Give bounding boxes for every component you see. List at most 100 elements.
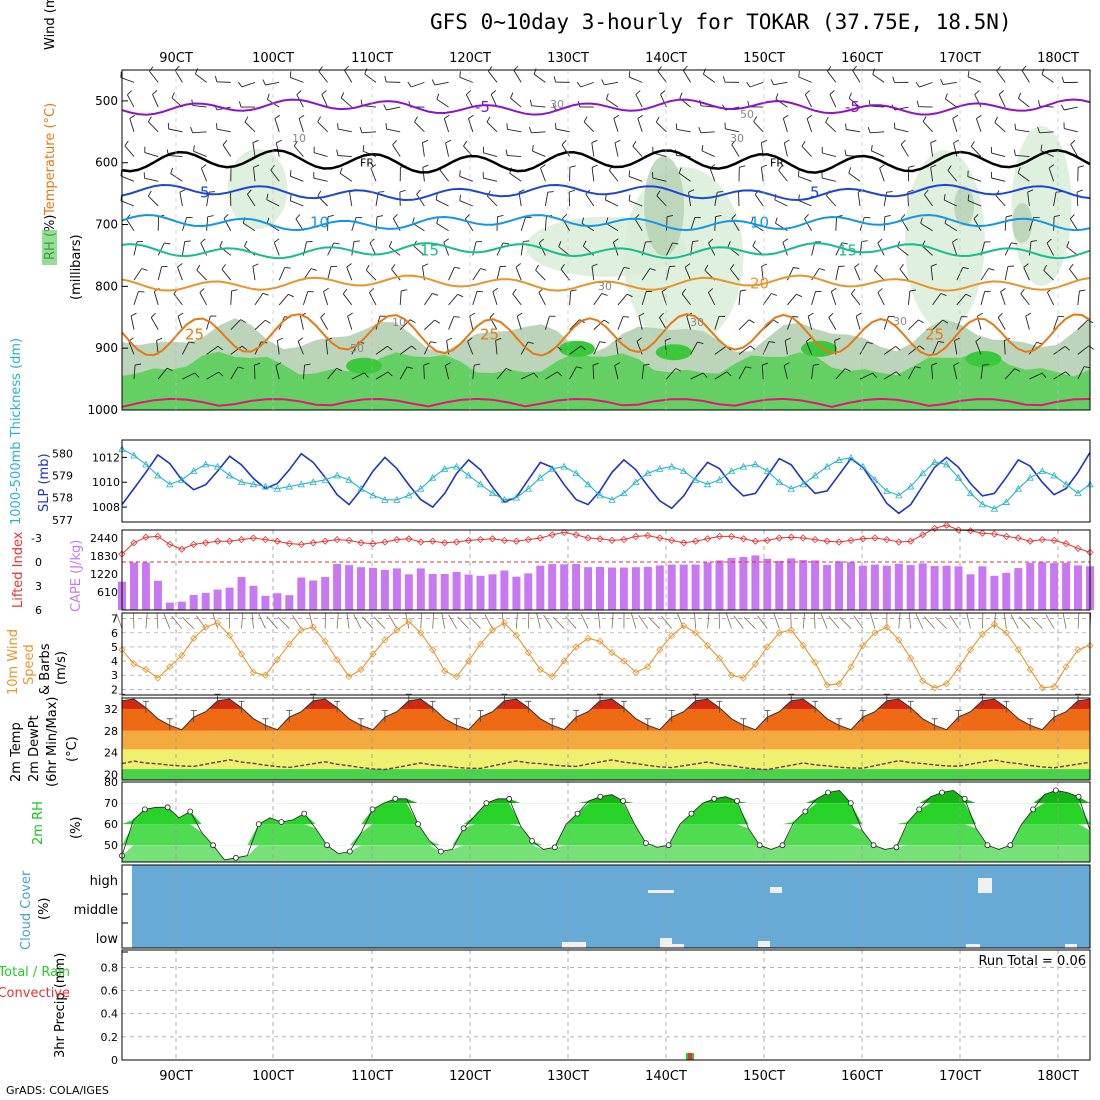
wind-barb-flag <box>1064 346 1070 351</box>
wind-barb-flag <box>739 165 746 168</box>
wind-barb <box>894 128 909 133</box>
wind-barb <box>120 175 135 182</box>
thickness-point <box>727 467 736 474</box>
wind-barb <box>829 94 837 108</box>
wind-barb <box>583 121 595 133</box>
cape-bar <box>452 571 461 610</box>
wind-barb-flag <box>217 345 223 351</box>
wind-barb <box>221 269 232 281</box>
wind-barb <box>230 319 241 330</box>
wind-barb-flag <box>364 68 368 75</box>
wind-barb-flag <box>679 92 683 99</box>
wind-barb-flag <box>392 213 398 219</box>
wind-barb <box>665 216 668 231</box>
wind-barb-flag <box>333 242 340 245</box>
wind-barb-flag <box>569 165 576 168</box>
rh-contour-label: 30 <box>598 280 612 293</box>
wind-barb <box>1069 268 1079 281</box>
wind-barb <box>222 144 232 157</box>
wind-barb <box>496 368 507 380</box>
isotherm-label: 15 <box>420 242 439 260</box>
wind-barb <box>738 191 740 207</box>
precip-legend-rain: Total / Rain <box>0 965 70 980</box>
wind-barb-flag <box>762 362 769 366</box>
thickness-point <box>249 480 258 488</box>
wind-barb-flag <box>289 170 292 177</box>
wind-barb <box>416 194 425 207</box>
wind-barb-flag <box>383 104 387 111</box>
wind-barb <box>414 121 425 133</box>
wind-barb-flag <box>895 346 901 351</box>
wind-barb <box>614 365 619 380</box>
wind-barb <box>762 293 772 306</box>
wind-barb <box>133 365 136 380</box>
wind10-point <box>1002 629 1010 637</box>
wind-barb <box>613 118 619 132</box>
cloud-level-label: low <box>96 932 119 947</box>
wind-barb-flag <box>532 145 534 152</box>
rh-contour-label: 50 <box>350 342 364 355</box>
thickness-point <box>620 489 628 497</box>
cape-bar <box>237 577 246 610</box>
wind-barb <box>798 200 812 207</box>
thickness-point <box>799 480 807 488</box>
cape-bar <box>727 558 736 610</box>
wind-barb-flag <box>1069 214 1075 220</box>
wind10-barb <box>611 612 614 629</box>
wind-barb-flag <box>675 368 682 372</box>
wind-barb <box>152 94 159 108</box>
wind-barb-flag <box>527 341 534 344</box>
rh2m-area-band <box>122 790 1090 804</box>
isotherm-label: 20 <box>750 274 769 292</box>
wind-barb <box>535 269 546 281</box>
wind-barb-flag <box>635 90 641 95</box>
wind10-point <box>130 660 138 668</box>
wind-barb-flag <box>628 194 631 201</box>
wind-barb <box>1064 106 1078 111</box>
cape-bar <box>596 566 604 610</box>
wind-barb-flag <box>560 264 565 270</box>
isotherm-label: 25 <box>480 326 499 344</box>
wind-barb <box>321 94 329 108</box>
wind-barb-flag <box>1055 191 1063 193</box>
wind10-point <box>1050 682 1058 691</box>
wind-barb <box>835 242 843 256</box>
wind-barb-flag <box>947 165 952 171</box>
temp-tick-label: 24 <box>104 747 118 760</box>
wind10-point <box>512 632 520 640</box>
precip-tick-label: 0.2 <box>101 1031 119 1044</box>
wind-barb <box>252 266 256 281</box>
lifted-point <box>321 537 329 545</box>
wind-barb-flag <box>188 341 195 344</box>
wind-barb-flag <box>801 140 806 147</box>
wind-barb <box>325 340 329 355</box>
wind-barb <box>422 167 425 182</box>
lifted-point <box>883 536 891 544</box>
wind-barb <box>199 292 207 306</box>
wind-barb <box>230 366 239 380</box>
wind-barb-flag <box>952 114 959 119</box>
precip-label: 3hr Precip (mm) <box>53 953 68 1058</box>
wind-barb <box>216 81 231 83</box>
wind10-barb <box>661 615 673 629</box>
wind-barb <box>991 177 1006 182</box>
wind-barb <box>1077 319 1089 330</box>
cape-bar <box>213 589 222 610</box>
wind-barb-flag <box>1037 100 1041 107</box>
wind10-point <box>823 681 831 689</box>
wind10-point <box>943 680 951 688</box>
cape-bar <box>392 568 401 610</box>
wind10-barb <box>820 613 828 629</box>
cape-bar <box>130 562 138 610</box>
x-tick-label-bottom: 130CT <box>547 1069 589 1084</box>
wind-barb <box>942 81 957 86</box>
x-tick-label-top: 100CT <box>252 51 294 66</box>
wind-barb <box>216 128 231 133</box>
thickness-point <box>572 469 580 477</box>
wind-barb-flag <box>150 312 156 318</box>
wind-barb <box>392 144 401 157</box>
wind-barb-flag <box>813 363 820 366</box>
wind-barb <box>665 242 673 256</box>
rh2m-point <box>802 808 809 815</box>
thickness-point <box>978 500 987 508</box>
